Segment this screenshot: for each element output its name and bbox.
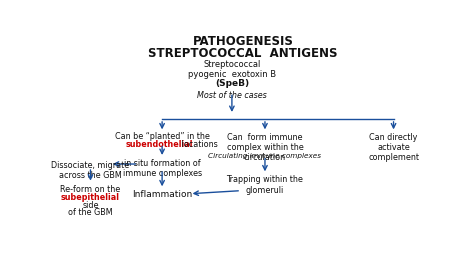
Text: subepithelial: subepithelial [61, 193, 120, 202]
Text: Can directly
activate
complement: Can directly activate complement [368, 133, 419, 163]
Text: Streptococcal
pyogenic  exotoxin B: Streptococcal pyogenic exotoxin B [188, 60, 276, 79]
Text: Trapping within the
glomeruli: Trapping within the glomeruli [227, 175, 303, 195]
Text: Circulating immune complexes: Circulating immune complexes [209, 153, 321, 159]
Text: subendothelial: subendothelial [125, 140, 193, 149]
Text: STREPTOCOCCAL  ANTIGENS: STREPTOCOCCAL ANTIGENS [148, 47, 337, 60]
Text: Inflammation: Inflammation [132, 190, 192, 199]
Text: Dissociate, migrate
across the GBM: Dissociate, migrate across the GBM [51, 161, 129, 180]
Text: Re-form on the: Re-form on the [60, 185, 120, 193]
Text: PATHOGENESIS: PATHOGENESIS [192, 35, 293, 48]
Text: (SpeB): (SpeB) [215, 79, 249, 88]
Text: side: side [82, 201, 99, 210]
Text: of the GBM: of the GBM [68, 209, 113, 218]
Text: in situ formation of
immune complexes: in situ formation of immune complexes [123, 159, 201, 178]
Text: locations: locations [179, 140, 218, 149]
Text: Most of the cases: Most of the cases [197, 91, 267, 100]
Text: Can be “planted” in the: Can be “planted” in the [115, 132, 210, 141]
Text: Can  form immune
complex within the
circulation: Can form immune complex within the circu… [227, 133, 303, 163]
